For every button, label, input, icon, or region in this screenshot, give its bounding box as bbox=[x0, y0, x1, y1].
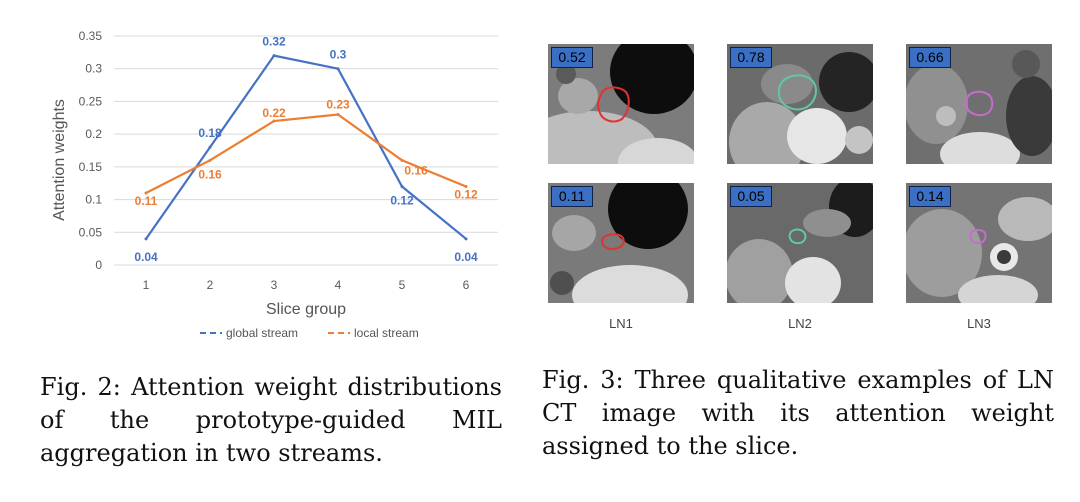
data-point-local bbox=[400, 158, 404, 162]
y-tick-label: 0.25 bbox=[79, 94, 103, 108]
attention-score-badge: 0.66 bbox=[909, 47, 951, 68]
x-axis-label: Slice group bbox=[266, 301, 346, 318]
column-label-ln1: LN1 bbox=[609, 316, 633, 331]
attention-weight-chart: 0 0.05 0.1 0.15 0.2 0.25 0.3 0.35 1 2 3 4 5 6 0.04 0.… bbox=[51, 29, 498, 340]
data-label-global: 0.04 bbox=[134, 250, 158, 264]
data-label-local: 0.11 bbox=[135, 194, 158, 208]
data-point-local bbox=[464, 184, 468, 188]
y-tick-label: 0.1 bbox=[85, 193, 102, 207]
y-tick-label: 0.35 bbox=[79, 29, 103, 43]
data-point-local bbox=[208, 158, 212, 162]
figure-2-caption: Fig. 2: Attention weight distributions o… bbox=[40, 373, 502, 467]
ct-tile-ln2-top: 0.78 bbox=[727, 44, 873, 164]
ct-tile-ln1-top: 0.52 bbox=[548, 44, 694, 164]
legend-label-global: global stream bbox=[226, 326, 298, 340]
y-tick-label: 0.3 bbox=[85, 62, 102, 76]
column-label-ln2: LN2 bbox=[788, 316, 812, 331]
data-label-global: 0.04 bbox=[454, 250, 478, 264]
x-tick-label: 6 bbox=[463, 278, 470, 292]
data-label-global: 0.3 bbox=[330, 48, 347, 62]
y-tick-label: 0.05 bbox=[79, 225, 103, 239]
column-label-ln3: LN3 bbox=[967, 316, 991, 331]
ct-tile-ln1-bottom: 0.11 bbox=[548, 183, 694, 303]
attention-score-badge: 0.11 bbox=[551, 186, 593, 207]
x-tick-label: 4 bbox=[335, 278, 342, 292]
x-tick-label: 5 bbox=[399, 278, 406, 292]
attention-score-badge: 0.05 bbox=[730, 186, 772, 207]
data-point-global bbox=[464, 237, 468, 241]
legend-label-local: local stream bbox=[354, 326, 419, 340]
data-point-global bbox=[208, 145, 212, 149]
data-label-local: 0.16 bbox=[404, 163, 428, 177]
data-label-local: 0.22 bbox=[262, 106, 286, 120]
data-point-global bbox=[272, 54, 276, 58]
y-tick-label: 0.2 bbox=[85, 127, 102, 141]
x-tick-label: 2 bbox=[207, 278, 214, 292]
series-line-local bbox=[145, 113, 467, 195]
data-point-global bbox=[400, 184, 404, 188]
data-point-global bbox=[336, 67, 340, 71]
x-tick-label: 1 bbox=[143, 278, 150, 292]
data-point-global bbox=[144, 237, 148, 241]
ct-tile-ln3-bottom: 0.14 bbox=[906, 183, 1052, 303]
data-label-local: 0.12 bbox=[454, 187, 478, 201]
ct-tile-ln3-top: 0.66 bbox=[906, 44, 1052, 164]
legend: global stream local stream bbox=[200, 326, 419, 340]
ct-tile-ln2-bottom: 0.05 bbox=[727, 183, 873, 303]
data-label-local: 0.16 bbox=[198, 167, 222, 181]
attention-score-badge: 0.78 bbox=[730, 47, 772, 68]
data-label-global: 0.18 bbox=[198, 126, 222, 140]
y-tick-label: 0.15 bbox=[79, 160, 103, 174]
data-label-local: 0.23 bbox=[326, 98, 350, 112]
data-point-local bbox=[336, 113, 340, 117]
attention-score-badge: 0.14 bbox=[909, 186, 951, 207]
y-axis-label: Attention weights bbox=[51, 99, 68, 221]
attention-score-badge: 0.52 bbox=[551, 47, 593, 68]
y-tick-label: 0 bbox=[95, 258, 102, 272]
x-tick-label: 3 bbox=[271, 278, 278, 292]
data-point-local bbox=[144, 191, 148, 195]
series-line-global bbox=[145, 54, 467, 240]
figure-3-caption: Fig. 3: Three qualitative examples of LN… bbox=[542, 366, 1054, 460]
data-label-global: 0.32 bbox=[262, 35, 286, 49]
data-label-global: 0.12 bbox=[390, 193, 414, 207]
data-point-local bbox=[272, 119, 276, 123]
